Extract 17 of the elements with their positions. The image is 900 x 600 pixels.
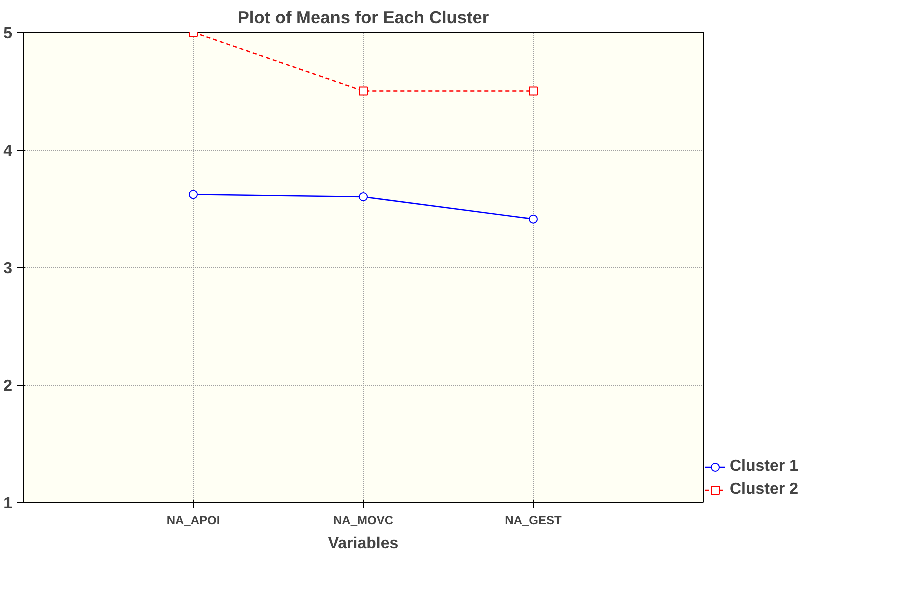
y-tick-label: 1	[4, 496, 13, 512]
x-tick-label: NA_GEST	[505, 514, 563, 528]
y-tick-label: 4	[4, 143, 13, 160]
x-axis-title: Variables	[328, 536, 399, 552]
point	[359, 192, 368, 202]
chart-title: Plot of Means for Each Cluster	[238, 8, 490, 28]
point	[529, 214, 538, 224]
point	[189, 190, 198, 200]
y-tick-label: 5	[4, 26, 13, 42]
point	[529, 86, 538, 96]
y-tick-label: 2	[4, 378, 13, 395]
x-tick-label: NA_MOVC	[333, 514, 394, 528]
x-tick-label: NA_APOI	[166, 514, 220, 528]
legend-label: Cluster 1	[730, 458, 798, 476]
y-tick-label: 3	[4, 260, 13, 278]
legend-label: Cluster 2	[730, 481, 798, 499]
point	[359, 86, 368, 96]
